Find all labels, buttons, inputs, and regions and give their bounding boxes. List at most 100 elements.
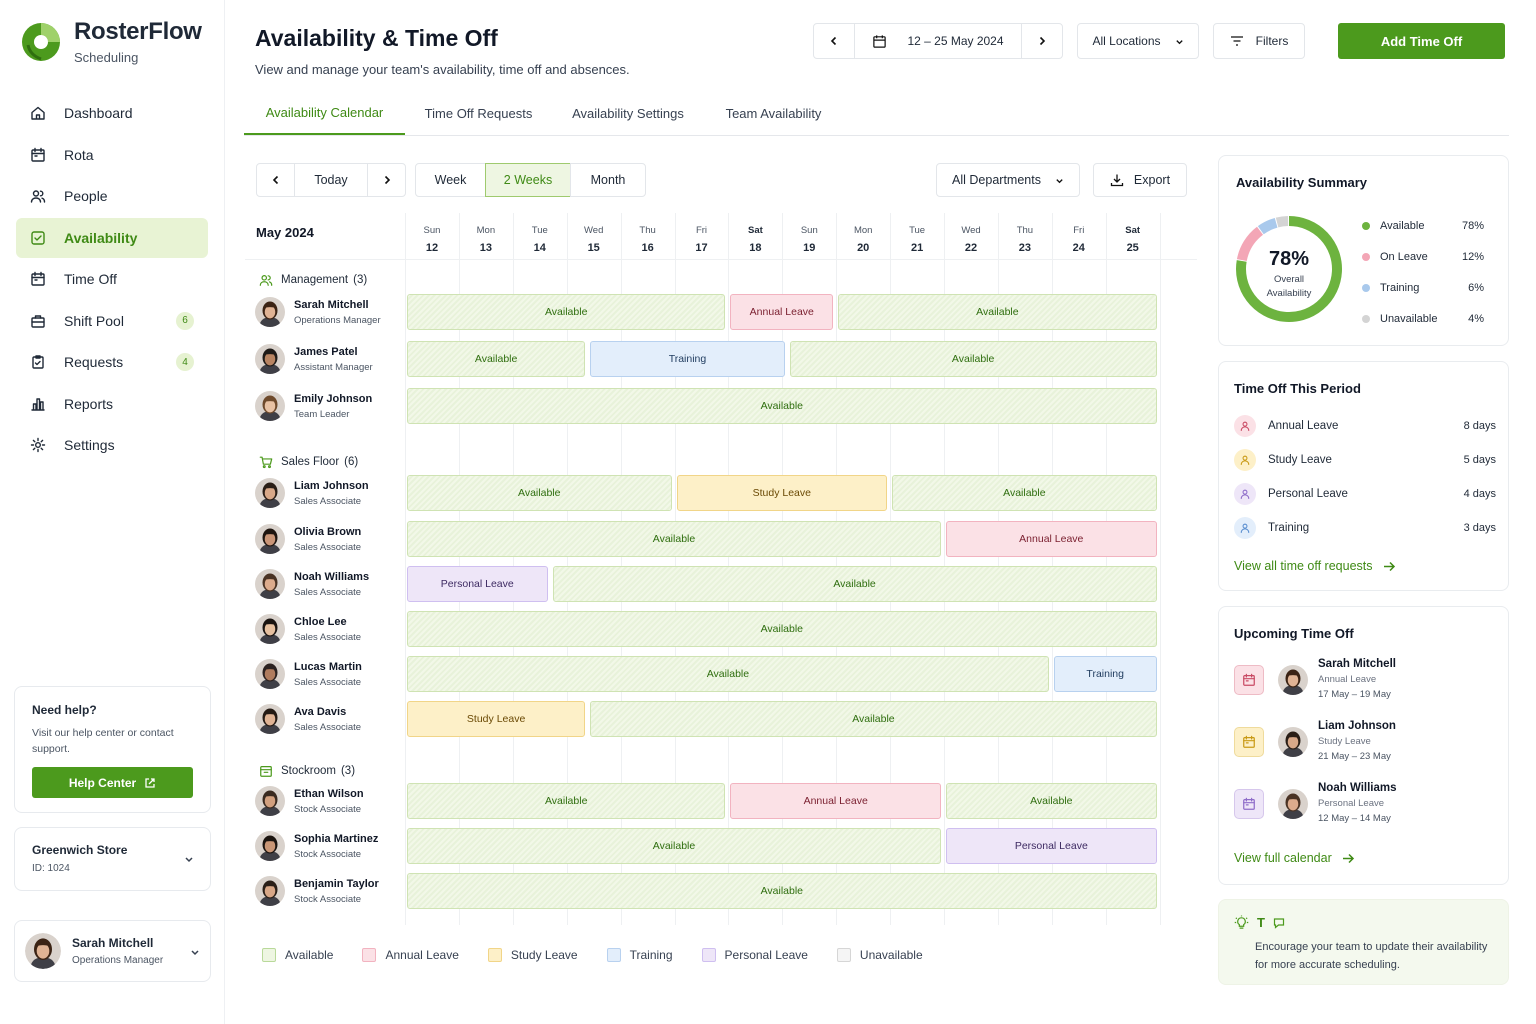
today-button[interactable]: Today bbox=[314, 173, 348, 187]
legend-swatch bbox=[606, 948, 621, 962]
prev-button[interactable] bbox=[257, 164, 295, 196]
user-name: Sarah Mitchell bbox=[72, 936, 154, 950]
sidebar-item-people[interactable]: People bbox=[16, 176, 208, 216]
tab-availability-settings[interactable]: Availability Settings bbox=[572, 106, 684, 121]
prev-range-button[interactable] bbox=[814, 24, 855, 58]
availability-bar-available[interactable]: Available bbox=[407, 828, 941, 864]
availability-bar-available[interactable]: Available bbox=[892, 475, 1157, 511]
sidebar-item-settings[interactable]: Settings bbox=[16, 425, 208, 465]
person-role: Sales Associate bbox=[294, 495, 362, 507]
person-row-label[interactable]: Ava Davis Sales Associate bbox=[255, 704, 361, 734]
tab-time-off-requests[interactable]: Time Off Requests bbox=[424, 106, 533, 121]
gear-icon bbox=[30, 437, 46, 453]
day-name: Fri bbox=[695, 225, 708, 236]
day-column-line bbox=[1159, 213, 1161, 925]
person-row-label[interactable]: Lucas Martin Sales Associate bbox=[255, 659, 362, 689]
availability-bar-available[interactable]: Available bbox=[838, 294, 1157, 330]
department-select-label: All Departments bbox=[952, 173, 1041, 187]
availability-bar-annual-leave[interactable]: Annual Leave bbox=[730, 294, 834, 330]
time-off-days: 3 days bbox=[1463, 522, 1496, 534]
sidebar-item-reports[interactable]: Reports bbox=[16, 384, 208, 424]
filters-button[interactable]: Filters bbox=[1213, 23, 1305, 59]
availability-bar-study-leave[interactable]: Study Leave bbox=[407, 701, 586, 737]
availability-bar-available[interactable]: Available bbox=[552, 566, 1157, 602]
sidebar-item-requests[interactable]: Requests 4 bbox=[16, 342, 208, 382]
person-name: Noah Williams bbox=[294, 570, 370, 583]
sidebar-item-rota[interactable]: Rota bbox=[16, 135, 208, 175]
summary-value: 12% bbox=[1461, 251, 1484, 263]
view-all-requests-link[interactable]: View all time off requests bbox=[1234, 559, 1396, 573]
availability-bar-personal-leave[interactable]: Personal Leave bbox=[946, 828, 1157, 864]
location-select[interactable]: All Locations bbox=[1077, 23, 1199, 59]
sidebar-item-label: Availability bbox=[64, 229, 138, 246]
add-time-off-button[interactable]: Add Time Off bbox=[1338, 23, 1505, 59]
availability-bar-training[interactable]: Training bbox=[1053, 656, 1157, 692]
page-subtitle: View and manage your team's availability… bbox=[255, 62, 630, 77]
person-row-label[interactable]: Ethan Wilson Stock Associate bbox=[255, 786, 364, 816]
availability-bar-available[interactable]: Available bbox=[407, 294, 726, 330]
availability-bar-available[interactable]: Available bbox=[407, 388, 1157, 424]
day-number: 25 bbox=[1126, 242, 1139, 254]
user-menu[interactable]: Sarah Mitchell Operations Manager bbox=[14, 920, 211, 982]
availability-bar-available[interactable]: Available bbox=[407, 656, 1049, 692]
availability-bar-available[interactable]: Available bbox=[946, 783, 1157, 819]
filters-label: Filters bbox=[1255, 34, 1289, 48]
availability-bar-available[interactable]: Available bbox=[407, 341, 586, 377]
person-icon-badge bbox=[1234, 415, 1256, 437]
person-name: Ava Davis bbox=[294, 705, 347, 718]
group-header-management[interactable]: Management (3) bbox=[259, 273, 367, 287]
group-header-sales-floor[interactable]: Sales Floor (6) bbox=[259, 455, 358, 469]
person-row-label[interactable]: Sophia Martinez Stock Associate bbox=[255, 831, 378, 861]
brand[interactable]: RosterFlow Scheduling bbox=[20, 18, 202, 65]
view-two-weeks-button[interactable]: 2 Weeks bbox=[485, 163, 571, 197]
check-square-icon bbox=[31, 230, 45, 245]
help-center-button[interactable]: Help Center bbox=[32, 767, 193, 798]
person-row-label[interactable]: Sarah Mitchell Operations Manager bbox=[255, 297, 381, 327]
sidebar-item-time-off[interactable]: Time Off bbox=[16, 259, 208, 299]
store-selector[interactable]: Greenwich Store ID: 1024 bbox=[14, 827, 211, 891]
gear-icon-wrap bbox=[30, 437, 46, 453]
availability-bar-personal-leave[interactable]: Personal Leave bbox=[407, 566, 548, 602]
person-row-label[interactable]: Chloe Lee Sales Associate bbox=[255, 614, 361, 644]
date-range-display[interactable]: 12 – 25 May 2024 bbox=[855, 24, 1021, 58]
day-name: Thu bbox=[639, 225, 656, 236]
tab-team-availability[interactable]: Team Availability bbox=[725, 106, 822, 121]
availability-bar-available[interactable]: Available bbox=[407, 873, 1157, 909]
availability-bar-training[interactable]: Training bbox=[590, 341, 785, 377]
availability-bar-available[interactable]: Available bbox=[407, 783, 726, 819]
availability-bar-annual-leave[interactable]: Annual Leave bbox=[730, 783, 941, 819]
upcoming-item[interactable]: Noah Williams Personal Leave 12 May – 14 M… bbox=[1234, 782, 1397, 824]
tab-availability-calendar[interactable]: Availability Calendar bbox=[244, 92, 405, 135]
person-row-label[interactable]: Benjamin Taylor Stock Associate bbox=[255, 876, 379, 906]
chat-icon bbox=[1273, 917, 1285, 929]
availability-bar-annual-leave[interactable]: Annual Leave bbox=[946, 521, 1157, 557]
export-button[interactable]: Export bbox=[1093, 163, 1187, 197]
availability-bar-available[interactable]: Available bbox=[590, 701, 1157, 737]
view-month-button[interactable]: Month bbox=[570, 163, 646, 197]
availability-bar-available[interactable]: Available bbox=[407, 475, 672, 511]
help-text: Visit our help center or contact support… bbox=[32, 727, 174, 755]
person-row-label[interactable]: Olivia Brown Sales Associate bbox=[255, 524, 361, 554]
view-full-calendar-link[interactable]: View full calendar bbox=[1234, 851, 1355, 865]
people-icon-wrap bbox=[30, 188, 46, 204]
sidebar-item-dashboard[interactable]: Dashboard bbox=[16, 93, 208, 133]
view-week-button[interactable]: Week bbox=[415, 163, 486, 197]
availability-bar-study-leave[interactable]: Study Leave bbox=[676, 475, 888, 511]
upcoming-item[interactable]: Liam Johnson Study Leave 21 May – 23 May bbox=[1234, 720, 1396, 762]
time-off-label: Personal Leave bbox=[1268, 488, 1348, 500]
day-name: Wed bbox=[961, 225, 981, 236]
sidebar-item-shift-pool[interactable]: Shift Pool 6 bbox=[16, 301, 208, 341]
person-row-label[interactable]: James Patel Assistant Manager bbox=[255, 344, 373, 374]
upcoming-item[interactable]: Sarah Mitchell Annual Leave 17 May – 19 Ma… bbox=[1234, 658, 1396, 700]
availability-bar-available[interactable]: Available bbox=[789, 341, 1157, 377]
person-row-label[interactable]: Liam Johnson Sales Associate bbox=[255, 478, 369, 508]
availability-bar-available[interactable]: Available bbox=[407, 521, 941, 557]
person-row-label[interactable]: Noah Williams Sales Associate bbox=[255, 569, 369, 599]
person-row-label[interactable]: Emily Johnson Team Leader bbox=[255, 391, 372, 421]
availability-bar-available[interactable]: Available bbox=[407, 611, 1157, 647]
next-button[interactable] bbox=[367, 164, 405, 196]
department-select[interactable]: All Departments bbox=[936, 163, 1080, 197]
sidebar-item-availability[interactable]: Availability bbox=[16, 217, 208, 258]
group-header-stockroom[interactable]: Stockroom (3) bbox=[259, 764, 355, 778]
next-range-button[interactable] bbox=[1021, 24, 1062, 58]
